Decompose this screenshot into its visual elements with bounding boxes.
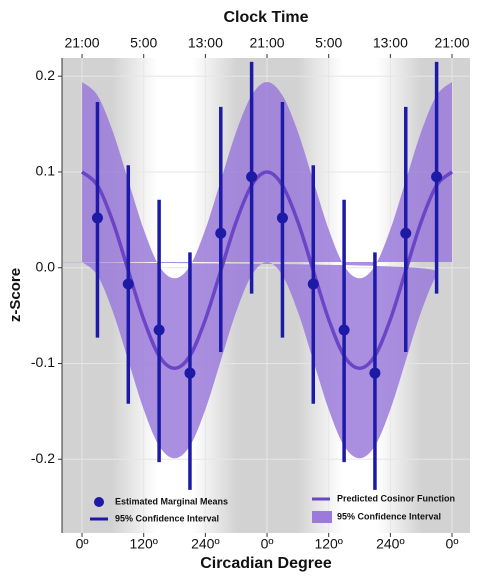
legend-label: Predicted Cosinor Function xyxy=(337,493,455,503)
y-tick-label: 0.0 xyxy=(36,258,56,274)
legend-swatch xyxy=(94,497,104,507)
mean-point xyxy=(276,212,288,224)
mean-point xyxy=(215,227,227,239)
mean-point xyxy=(338,324,350,336)
x-tick-label: 240º xyxy=(376,536,404,552)
x-tick-label: 0º xyxy=(446,536,459,552)
mean-point xyxy=(369,367,381,379)
x2-tick-label: 21:00 xyxy=(250,35,285,51)
mean-point xyxy=(400,227,412,239)
x-axis-label: Circadian Degree xyxy=(200,555,332,572)
y-tick-label: 0.1 xyxy=(36,163,56,179)
x2-tick-label: 5:00 xyxy=(315,35,342,51)
x-tick-label: 0º xyxy=(76,536,89,552)
chart-title: Clock Time xyxy=(223,9,308,26)
legend: Estimated Marginal Means 95% Confidence I… xyxy=(90,493,455,523)
mean-point xyxy=(91,212,103,224)
mean-point xyxy=(246,171,258,183)
x2-tick-label: 5:00 xyxy=(130,35,157,51)
plot xyxy=(62,61,454,490)
mean-point xyxy=(153,324,165,336)
mean-point xyxy=(122,278,134,290)
x2-tick-label: 13:00 xyxy=(188,35,223,51)
y-axis-label: z-Score xyxy=(7,268,24,322)
legend-label: Estimated Marginal Means xyxy=(115,496,228,506)
x-tick-label: 120º xyxy=(314,536,342,552)
x-tick-label: 240º xyxy=(191,536,219,552)
y-tick-label: 0.2 xyxy=(36,67,56,83)
x-tick-label: 0º xyxy=(261,536,274,552)
x2-tick-label: 13:00 xyxy=(373,35,408,51)
x-tick-label: 120º xyxy=(129,536,157,552)
legend-swatch xyxy=(312,511,332,523)
cosinor-curve xyxy=(80,170,454,371)
mean-point xyxy=(431,171,443,183)
y-tick-label: -0.2 xyxy=(31,450,55,466)
x2-tick-label: 21:00 xyxy=(434,35,469,51)
y-tick-label: -0.1 xyxy=(31,354,55,370)
mean-point xyxy=(184,367,196,379)
legend-label: 95% Confidence Interval xyxy=(115,513,219,523)
mean-point xyxy=(307,278,319,290)
legend-label: 95% Confidence Interval xyxy=(337,511,441,521)
axes: -0.2 -0.1 0.0 0.1 0.2 0º 120º 240º 0º 120º 240º 0º 2… xyxy=(31,35,470,552)
x2-tick-label: 21:00 xyxy=(65,35,100,51)
